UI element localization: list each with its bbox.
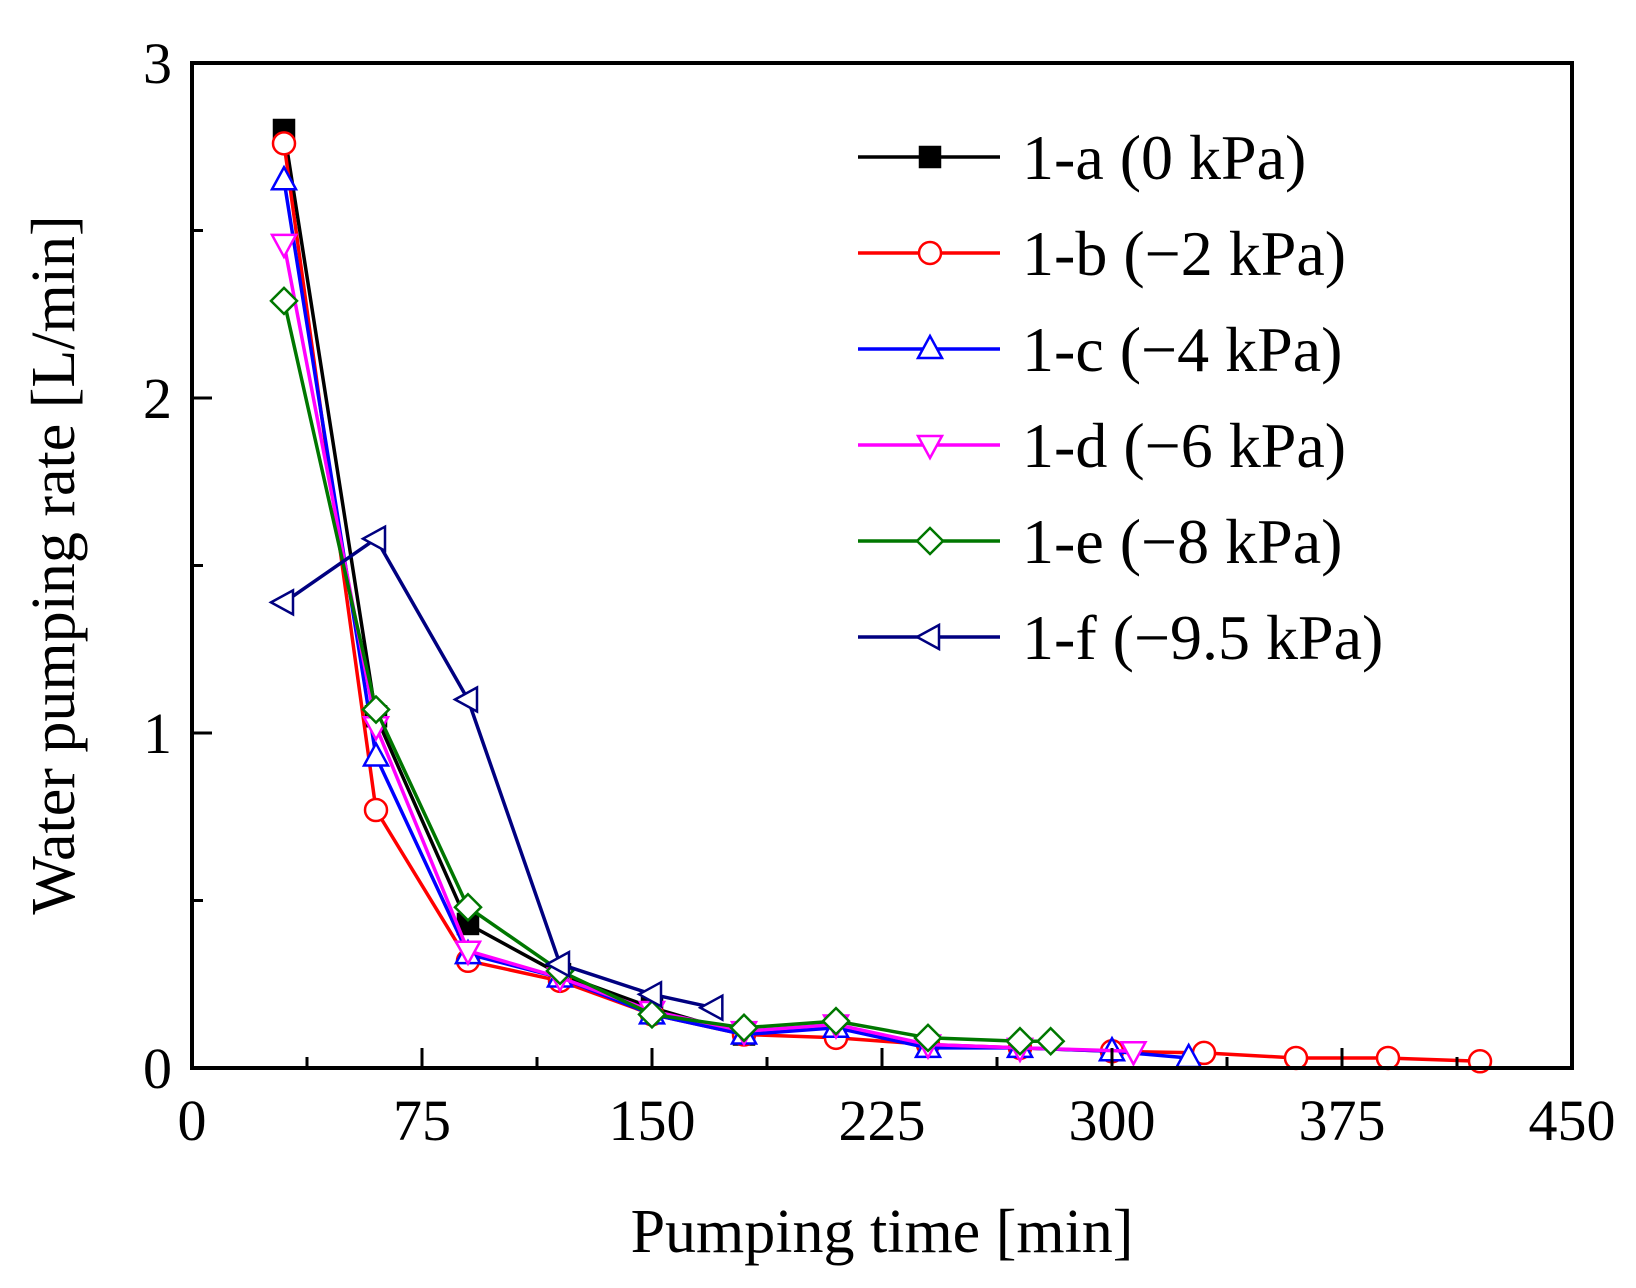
legend-marker (915, 434, 945, 461)
data-point (697, 993, 724, 1022)
data-point (729, 1013, 759, 1043)
legend-marker (918, 145, 942, 169)
data-point (269, 233, 299, 260)
y-axis-title: Water pumping rate [L/min] (20, 215, 88, 914)
legend-label: 1-f (−9.5 kPa) (1022, 602, 1383, 673)
data-point (1119, 1041, 1148, 1067)
series-line (282, 129, 745, 1037)
data-point (269, 164, 299, 191)
series-4 (269, 233, 1148, 1067)
y-tick-label: 2 (143, 366, 172, 431)
legend-label: 1-b (−2 kPa) (1022, 218, 1346, 289)
x-tick-label: 225 (839, 1088, 926, 1153)
x-tick-label: 450 (1529, 1088, 1616, 1153)
x-tick-label: 150 (609, 1088, 696, 1153)
data-point (453, 892, 483, 922)
data-point (1375, 1045, 1401, 1071)
data-point (1035, 1026, 1066, 1056)
y-tick-label: 1 (143, 701, 172, 766)
plot-frame (190, 61, 1574, 1070)
series-6 (268, 524, 724, 1022)
data-point (360, 524, 387, 553)
data-point (453, 940, 483, 967)
legend-label: 1-e (−8 kPa) (1022, 506, 1342, 577)
data-point (913, 1023, 943, 1053)
legend-marker (917, 240, 943, 266)
legend-item: 1-e (−8 kPa) (858, 506, 1342, 577)
series-line (282, 243, 1134, 1054)
series-5 (269, 286, 1066, 1056)
data-point (269, 286, 299, 316)
legend-marker (915, 333, 945, 360)
x-axis-title: Pumping time [min] (631, 1198, 1134, 1266)
legend-marker (915, 526, 945, 556)
data-point (637, 999, 667, 1030)
data-point (452, 685, 479, 714)
legend-label: 1-a (0 kPa) (1022, 122, 1306, 193)
legend-marker (914, 622, 941, 652)
data-point (544, 950, 571, 979)
data-point (821, 1006, 851, 1036)
x-tick-label: 75 (393, 1088, 451, 1153)
x-tick-label: 375 (1299, 1088, 1386, 1153)
x-tick-label: 300 (1069, 1088, 1156, 1153)
data-point (271, 131, 297, 156)
legend-item: 1-f (−9.5 kPa) (858, 602, 1383, 673)
data-point (636, 980, 663, 1009)
legend: 1-a (0 kPa) 1-b (−2 kPa) 1-c (−4 kPa) 1-d (… (858, 122, 1383, 673)
data-point (1283, 1045, 1309, 1071)
legend-item: 1-a (0 kPa) (858, 122, 1306, 193)
legend-item: 1-d (−6 kPa) (858, 410, 1346, 481)
legend-item: 1-b (−2 kPa) (858, 218, 1346, 289)
series-line (282, 143, 1481, 1064)
y-tick-label: 0 (143, 1036, 172, 1101)
legend-label: 1-d (−6 kPa) (1022, 410, 1346, 481)
series-line (282, 300, 1051, 1043)
ticks-layer: 0 75 150 225 300 375 450 0 1 2 3 (143, 31, 1616, 1153)
legend-label: 1-c (−4 kPa) (1022, 314, 1342, 385)
legend-item: 1-c (−4 kPa) (858, 314, 1342, 385)
y-tick-label: 3 (143, 31, 172, 96)
data-point (361, 740, 391, 767)
data-point (268, 588, 295, 617)
series-layer (268, 118, 1493, 1074)
x-tick-label: 0 (178, 1088, 207, 1153)
data-point (363, 797, 389, 823)
data-point (361, 694, 391, 725)
data-point (1005, 1026, 1035, 1056)
